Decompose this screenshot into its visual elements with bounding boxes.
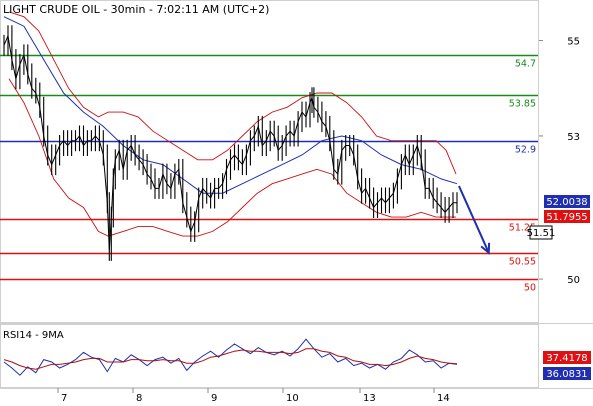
- value-tag-label-2: 51.51: [527, 228, 556, 239]
- bollinger-upper-line: [8, 11, 457, 175]
- value-tag-label-0: 52.0038: [546, 197, 587, 208]
- value-tag-box-2: [529, 225, 553, 240]
- rsi-tag-label-1: 36.0831: [546, 369, 587, 380]
- value-tag-box-0: [544, 195, 590, 208]
- chart-title: LIGHT CRUDE OIL - 30min - 7:02:11 AM (UT…: [3, 3, 269, 16]
- x-axis-ticks: 7 8 9 10 13 14: [57, 388, 450, 404]
- y-tick-label-2: 50: [567, 275, 580, 286]
- rsi-value-tags: 37.4178 36.0831: [543, 351, 591, 380]
- forecast-arrow-head: [480, 242, 491, 255]
- level-label-2: 52.9: [515, 145, 536, 156]
- bollinger-bands: [8, 11, 457, 237]
- forecast-arrow-shaft: [458, 185, 490, 254]
- value-tags: 52.0038 51.7955 51.51: [527, 195, 590, 240]
- level-label-4: 50.55: [509, 257, 536, 268]
- price-bars: [3, 25, 458, 261]
- rsi-series-1: [3, 348, 458, 370]
- forecast-arrow: [458, 185, 491, 255]
- rsi-lines: [3, 338, 458, 376]
- x-tick-label-4: 13: [363, 393, 376, 404]
- x-tick-label-0: 7: [61, 393, 67, 404]
- rsi-tag-box-1: [543, 367, 591, 380]
- price-line: [3, 34, 457, 251]
- rsi-tag-label-0: 37.4178: [546, 353, 587, 364]
- x-tick-label-2: 9: [211, 393, 217, 404]
- value-tag-box-1: [544, 210, 590, 223]
- level-label-3: 51.25: [509, 223, 536, 234]
- rsi-tag-box-0: [543, 351, 591, 364]
- level-label-1: 53.85: [509, 99, 536, 110]
- x-tick-label-3: 10: [286, 393, 299, 404]
- price-panel-frame: [0, 0, 539, 323]
- rsi-panel-frame: [0, 324, 539, 388]
- support-resistance-levels: 54.7 53.85 52.9 51.25 50.55 50: [0, 54, 538, 294]
- x-tick-label-5: 14: [437, 393, 450, 404]
- bollinger-lower-line: [8, 78, 456, 237]
- moving-average-line: [3, 16, 458, 194]
- level-label-0: 54.7: [515, 59, 536, 70]
- value-tag-label-1: 51.7955: [546, 212, 587, 223]
- x-tick-label-1: 8: [136, 393, 142, 404]
- y-tick-label-1: 53: [567, 132, 580, 143]
- level-label-5: 50: [524, 283, 536, 294]
- y-tick-label-0: 55: [567, 37, 580, 48]
- moving-average: [3, 16, 458, 194]
- rsi-title: RSI14 - 9MA: [3, 330, 64, 341]
- y-axis-ticks: 55 53 50: [539, 37, 580, 286]
- rsi-series-0: [3, 338, 458, 376]
